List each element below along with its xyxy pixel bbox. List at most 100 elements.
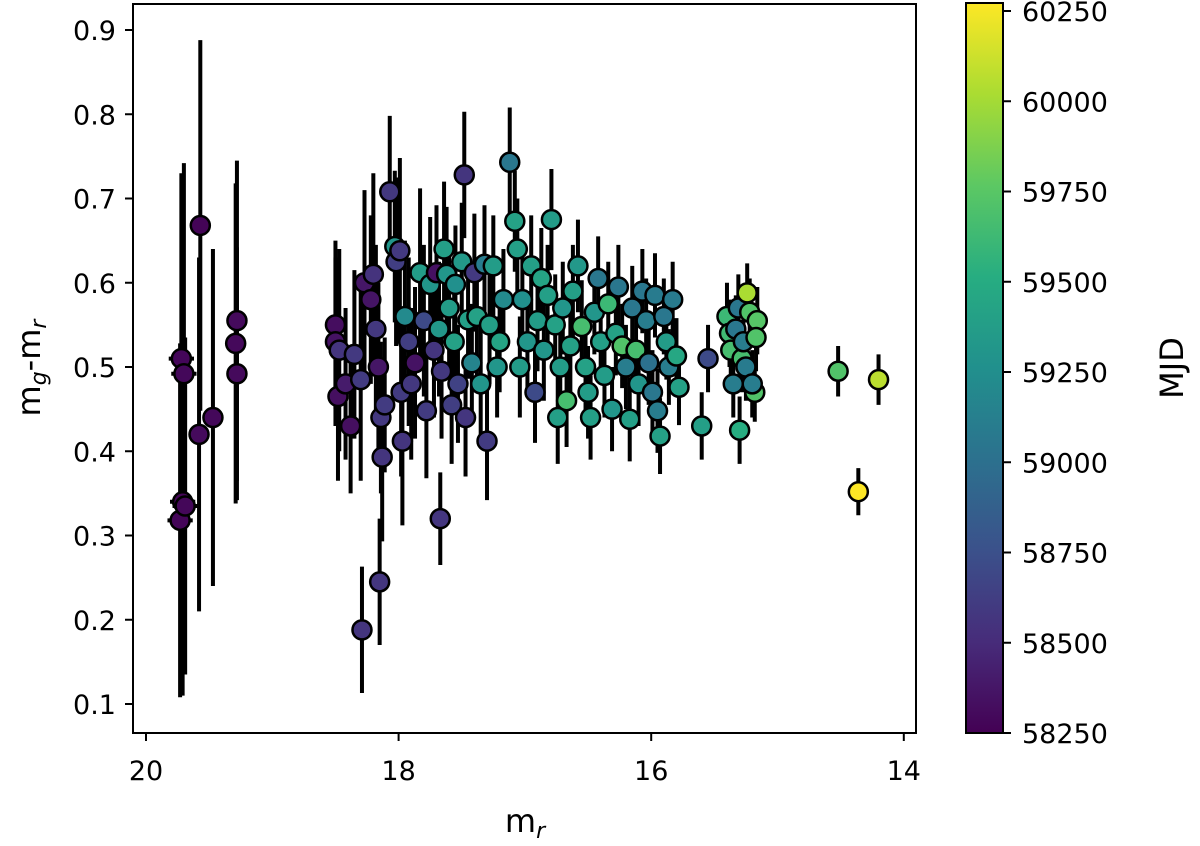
data-point (540, 208, 563, 231)
data-point (668, 376, 690, 398)
data-point (430, 360, 453, 382)
x-axis: 20 18 16 14 (129, 733, 921, 787)
colorbar-tick-label: 58750 (1022, 539, 1108, 570)
data-point (552, 297, 574, 319)
data-point (469, 373, 492, 395)
colorbar-tick-label: 60250 (1022, 0, 1108, 28)
data-point (189, 214, 212, 237)
data-point (549, 356, 572, 378)
colorbar-tick-label: 58250 (1022, 719, 1108, 750)
data-point (433, 238, 455, 260)
y-tick-label: 0.2 (73, 606, 116, 637)
data-point (649, 425, 671, 447)
colorbar-tick-label: 59250 (1022, 358, 1108, 389)
data-point (665, 345, 688, 367)
data-point (728, 419, 751, 441)
data-point (601, 398, 623, 420)
data-point (504, 210, 526, 232)
data-point (400, 373, 422, 395)
data-point (524, 381, 546, 404)
data-point (867, 368, 890, 391)
data-point (593, 364, 616, 387)
data-point (736, 282, 758, 304)
data-point (555, 389, 578, 412)
data-point (574, 356, 597, 378)
data-point (360, 288, 382, 311)
data-point (697, 347, 719, 370)
x-tick-label: 20 (129, 756, 163, 787)
data-point (202, 406, 224, 429)
data-point (644, 284, 666, 307)
data-point (368, 571, 391, 593)
data-point (397, 330, 420, 353)
data-point (536, 284, 559, 307)
data-point (597, 293, 620, 315)
y-axis: 0.1 0.2 0.3 0.4 0.5 0.6 0.7 0.8 0.9 (73, 16, 133, 721)
data-point (429, 507, 452, 530)
data-point (827, 360, 849, 382)
x-tick-label: 18 (381, 756, 415, 787)
data-point (423, 339, 445, 361)
data-point (453, 164, 476, 186)
data-point (570, 315, 593, 338)
data-point (587, 267, 609, 290)
data-point (174, 495, 196, 517)
plot-area (132, 3, 917, 734)
data-point (661, 288, 684, 311)
data-point (226, 362, 248, 385)
data-point (339, 415, 362, 437)
data-point (476, 430, 498, 452)
data-point (486, 356, 508, 378)
data-point (428, 318, 450, 340)
y-tick-label: 0.3 (73, 522, 116, 553)
data-point (847, 480, 870, 503)
data-point (625, 339, 647, 361)
colorbar-ticks: 58250 58500 58750 59000 59250 59500 59750 60000… (1003, 0, 1108, 750)
data-point (641, 381, 664, 404)
data-point (373, 394, 396, 416)
data-point (655, 330, 678, 353)
x-tick-label: 16 (634, 756, 668, 787)
data-point (173, 362, 195, 385)
data-point (394, 305, 416, 328)
data-point (637, 352, 660, 374)
data-point (482, 255, 505, 277)
data-point (371, 446, 393, 468)
data-point (615, 356, 637, 378)
colorbar: 58250 58500 58750 59000 59250 59500 59750 60000… (965, 0, 1191, 750)
data-point (745, 326, 767, 349)
data-point (511, 288, 534, 311)
y-tick-label: 0.9 (73, 16, 116, 47)
y-tick-label: 0.5 (73, 353, 116, 384)
data-point (188, 423, 210, 446)
data-point (415, 400, 438, 422)
data-point (653, 305, 675, 328)
data-point (579, 406, 602, 429)
data-point (690, 415, 713, 437)
y-axis-label: mg-mr (10, 318, 52, 417)
data-point (379, 181, 401, 203)
data-point (607, 276, 630, 298)
data-point (224, 332, 247, 355)
data-point (533, 339, 555, 361)
data-point (635, 309, 657, 332)
data-point (621, 297, 644, 319)
data-point (559, 335, 582, 357)
colorbar-label: MJD (1153, 337, 1191, 399)
data-point (438, 297, 460, 319)
data-point (741, 373, 763, 395)
data-point (343, 343, 366, 366)
data-point (506, 238, 529, 260)
colorbar-tick-label: 58500 (1022, 629, 1108, 660)
y-tick-label: 0.6 (73, 269, 116, 300)
data-point (488, 330, 511, 353)
data-point (567, 255, 589, 277)
x-axis-label: mr (505, 802, 547, 844)
colorbar-tick-label: 59750 (1022, 178, 1108, 209)
data-point (444, 273, 467, 296)
data-point (646, 400, 669, 422)
data-point (351, 619, 373, 641)
data-point (391, 430, 414, 452)
data-point (618, 408, 641, 430)
